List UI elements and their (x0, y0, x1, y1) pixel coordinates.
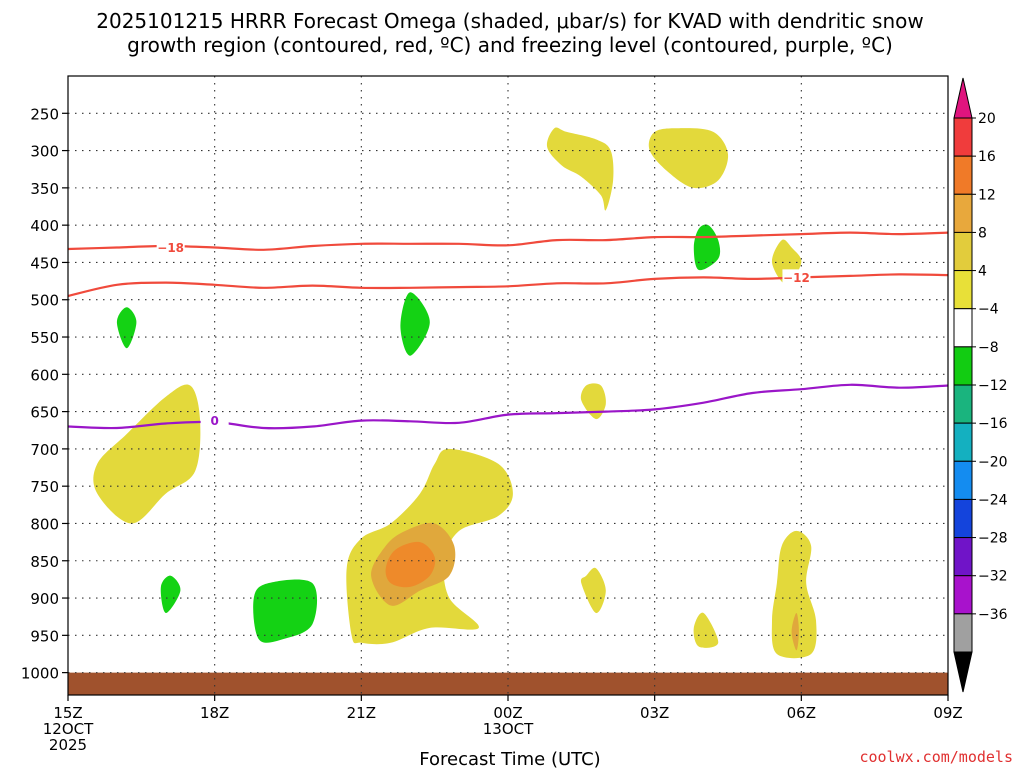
colorbar-swatch-11 (953, 498, 973, 539)
chart-title-line-2: growth region (contoured, red, ºC) and f… (127, 33, 893, 57)
y-tick-label-350: 350 (30, 180, 59, 198)
minus-18-line-label-bg (156, 239, 185, 256)
x-tick-label-21Z-1: 21Z (347, 704, 376, 722)
omega-green-lower (253, 579, 318, 643)
minus-12-line-label-bg (782, 269, 811, 286)
colorbar-label-13: −32 (978, 569, 1008, 585)
colorbar-swatch-14 (953, 613, 973, 653)
colorbar-label-2: 16 (978, 149, 996, 165)
colorbar-swatch-4 (953, 231, 973, 272)
x-tick-label-06Z-1: 06Z (787, 704, 816, 722)
y-tick-label-400: 400 (30, 217, 59, 235)
minus-18-line-label: −18 (157, 241, 184, 255)
y-tick-label-950: 950 (30, 627, 59, 645)
colorbar-swatch-6 (953, 308, 973, 348)
colorbar-swatch-2 (953, 155, 973, 195)
temperature-contours: −18 −12 0 (67, 231, 949, 430)
colorbar-swatch-10 (953, 460, 973, 500)
y-tick-label-600: 600 (30, 366, 59, 384)
colorbar-label-14: −36 (978, 607, 1008, 623)
site-credit: coolwx.com/models (859, 748, 1013, 766)
colorbar-swatch-12 (953, 537, 973, 577)
x-tick-label-00Z-1: 00Z (493, 704, 522, 722)
ground-fill (68, 672, 948, 695)
y-tick-label-450: 450 (30, 254, 59, 272)
colorbar-swatch-13 (953, 575, 973, 615)
y-axis-pressure-ticks: 250 300 350 400 450 500 550 600 650 700 750 800 850 9… (21, 105, 68, 683)
omega-yellow-upper-a (546, 127, 614, 211)
x-tick-label-15Z-2: 12OCT (43, 720, 94, 738)
y-tick-label-800: 800 (30, 515, 59, 533)
y-tick-label-1000: 1000 (21, 665, 59, 683)
x-tick-label-03Z-1: 03Z (640, 704, 669, 722)
colorbar-swatch-9 (953, 422, 973, 462)
colorbar-label-12: −28 (978, 531, 1008, 547)
y-tick-label-700: 700 (30, 441, 59, 459)
omega-yellow-small-b (580, 567, 606, 614)
freezing-level-line-label-bg (200, 412, 229, 429)
omega-orange-small-right (791, 613, 799, 651)
colorbar-top-arrow (953, 77, 973, 119)
colorbar-label-5: 4 (978, 264, 987, 280)
omega-shaded-regions (93, 127, 817, 659)
y-tick-label-500: 500 (30, 292, 59, 310)
colorbar-swatch-1 (953, 117, 973, 157)
omega-yellow-upper-b (648, 128, 729, 189)
omega-yellow-small-a (580, 383, 606, 420)
colorbar-label-6: −4 (978, 302, 999, 318)
y-tick-label-550: 550 (30, 329, 59, 347)
plot-gridlines (68, 76, 948, 695)
x-tick-label-18Z-1: 18Z (200, 704, 229, 722)
omega-yellow-lower-right (771, 530, 817, 659)
minus-18-line (67, 231, 949, 251)
colorbar-bottom-arrow (953, 651, 973, 693)
y-tick-label-300: 300 (30, 143, 59, 161)
omega-green-upper-right (693, 224, 721, 271)
colorbar-swatch-8 (953, 384, 973, 424)
omega-green-mid (400, 292, 430, 356)
omega-green-left (116, 307, 137, 349)
omega-orange-center (385, 541, 436, 588)
colorbar-label-8: −12 (978, 378, 1008, 394)
colorbar-label-11: −24 (978, 492, 1008, 508)
colorbar-legend: 20 16 12 8 4 −4 −8 −12 −16 −20 −24 −28 −32 −36 (953, 77, 1008, 693)
colorbar-swatch-7 (953, 346, 973, 386)
omega-yellow-small-c (693, 612, 719, 648)
colorbar-label-7: −8 (978, 340, 999, 356)
colorbar-label-1: 20 (978, 111, 996, 127)
x-tick-label-09Z-1: 09Z (933, 704, 962, 722)
omega-green-lower-left (160, 575, 181, 614)
y-tick-label-750: 750 (30, 478, 59, 496)
ground-layer (68, 672, 948, 695)
colorbar-label-10: −20 (978, 454, 1008, 470)
colorbar-label-9: −16 (978, 416, 1008, 432)
y-tick-label-650: 650 (30, 404, 59, 422)
x-axis-label: Forecast Time (UTC) (419, 749, 600, 768)
y-tick-label-850: 850 (30, 553, 59, 571)
freezing-level-line-label: 0 (210, 414, 218, 428)
colorbar-label-3: 12 (978, 187, 996, 203)
colorbar-swatch-5 (953, 270, 973, 310)
y-tick-label-900: 900 (30, 590, 59, 608)
x-tick-label-15Z-3: 2025 (49, 736, 87, 754)
omega-yellow-left (93, 384, 201, 524)
minus-12-line-label: −12 (783, 271, 810, 285)
chart-title-line-1: 2025101215 HRRR Forecast Omega (shaded, … (96, 9, 924, 33)
colorbar-label-4: 8 (978, 225, 987, 241)
x-tick-label-00Z-2: 13OCT (483, 720, 534, 738)
colorbar-swatch-3 (953, 193, 973, 233)
minus-12-line (67, 273, 949, 298)
y-tick-label-250: 250 (30, 105, 59, 123)
x-tick-label-15Z-1: 15Z (53, 704, 82, 722)
